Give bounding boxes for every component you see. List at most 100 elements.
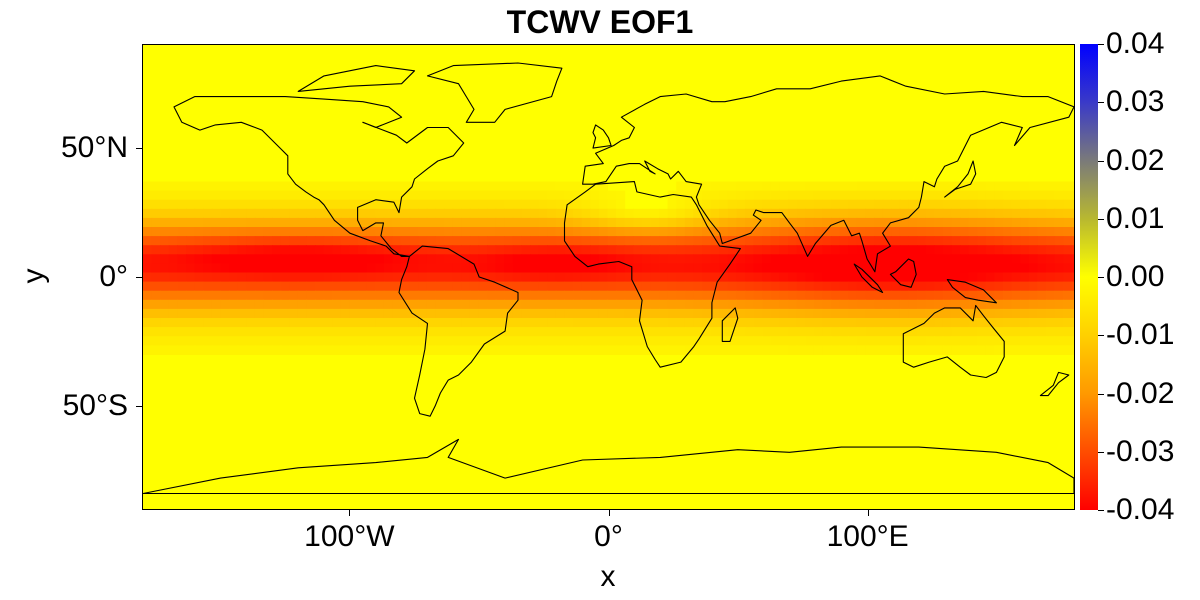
heatmap-cell — [917, 290, 927, 301]
heatmap-cell — [401, 227, 411, 237]
heatmap-cell — [547, 327, 557, 337]
heatmap-cell — [908, 181, 918, 192]
heatmap-cell — [487, 308, 497, 319]
heatmap-cell — [530, 290, 540, 301]
heatmap-cell — [246, 336, 256, 346]
heatmap-cell — [641, 281, 651, 292]
heatmap-cell — [306, 227, 316, 237]
heatmap-cell — [1020, 199, 1030, 210]
heatmap-cell — [349, 290, 359, 301]
heatmap-cell — [1011, 281, 1021, 292]
heatmap-cell — [641, 345, 651, 355]
heatmap-cell — [160, 245, 170, 255]
heatmap-cell — [951, 254, 961, 264]
heatmap-cell — [702, 263, 712, 274]
coastline-new-zealand — [1039, 371, 1070, 397]
heatmap-cell — [891, 263, 901, 274]
heatmap-cell — [650, 236, 660, 246]
heatmap-cell — [194, 208, 204, 219]
heatmap-cell — [1028, 290, 1038, 301]
heatmap-cell — [848, 217, 858, 228]
heatmap-cell — [530, 308, 540, 319]
heatmap-cell — [186, 299, 196, 310]
heatmap-cell — [702, 299, 712, 310]
heatmap-cell — [168, 199, 178, 210]
heatmap-cell — [504, 272, 514, 283]
heatmap-cell — [177, 272, 187, 283]
heatmap-cell — [1046, 345, 1056, 355]
heatmap-cell — [874, 327, 884, 337]
heatmap-cell — [495, 327, 505, 337]
heatmap-cell — [1037, 236, 1047, 246]
heatmap-cell — [908, 217, 918, 228]
heatmap-cell — [564, 254, 574, 264]
heatmap-cell — [246, 327, 256, 337]
heatmap-cell — [684, 254, 694, 264]
heatmap-cell — [340, 227, 350, 237]
heatmap-cell — [504, 227, 514, 237]
heatmap-cell — [977, 245, 987, 255]
heatmap-cell — [796, 227, 806, 237]
heatmap-cell — [229, 281, 239, 292]
heatmap-cell — [624, 290, 634, 301]
heatmap-cell — [977, 208, 987, 219]
heatmap-cell — [220, 281, 230, 292]
heatmap-cell — [297, 199, 307, 210]
heatmap-cell — [280, 336, 290, 346]
heatmap-cell — [659, 272, 669, 283]
heatmap-cell — [745, 181, 755, 192]
x-tick-label: 100°E — [826, 520, 909, 553]
heatmap-cell — [684, 327, 694, 337]
heatmap-cell — [968, 181, 978, 192]
heatmap-cell — [151, 272, 161, 283]
heatmap-cell — [650, 254, 660, 264]
heatmap-cell — [254, 217, 264, 228]
heatmap-cell — [848, 318, 858, 328]
heatmap-cell — [289, 208, 299, 219]
heatmap-cell — [306, 245, 316, 255]
heatmap-cell — [994, 181, 1004, 192]
heatmap-cell — [168, 263, 178, 274]
heatmap-cell — [710, 281, 720, 292]
heatmap-cell — [882, 299, 892, 310]
heatmap-cell — [547, 290, 557, 301]
heatmap-cell — [143, 290, 153, 301]
heatmap-cell — [323, 308, 333, 319]
heatmap-cell — [375, 263, 385, 274]
heatmap-cell — [186, 254, 196, 264]
heatmap-cell — [211, 308, 221, 319]
heatmap-cell — [848, 345, 858, 355]
heatmap-cell — [977, 336, 987, 346]
heatmap-cell — [788, 254, 798, 264]
heatmap-cell — [564, 217, 574, 228]
heatmap-cell — [538, 181, 548, 192]
heatmap-cell — [702, 308, 712, 319]
heatmap-cell — [495, 345, 505, 355]
heatmap-cell — [160, 181, 170, 192]
heatmap-cell — [693, 254, 703, 264]
heatmap-cell — [306, 263, 316, 274]
heatmap-cell — [831, 199, 841, 210]
heatmap-cell — [435, 345, 445, 355]
heatmap-cell — [555, 190, 565, 201]
heatmap-cell — [856, 190, 866, 201]
heatmap-cell — [512, 336, 522, 346]
heatmap-cell — [306, 336, 316, 346]
heatmap-cell — [745, 208, 755, 219]
heatmap-cell — [315, 272, 325, 283]
heatmap-cell — [375, 318, 385, 328]
heatmap-cell — [736, 290, 746, 301]
heatmap-cell — [426, 308, 436, 319]
heatmap-cell — [452, 217, 462, 228]
heatmap-cell — [753, 281, 763, 292]
heatmap-cell — [151, 299, 161, 310]
heatmap-cell — [143, 327, 153, 337]
heatmap-cell — [676, 245, 686, 255]
heatmap-cell — [504, 190, 514, 201]
heatmap-cell — [272, 336, 282, 346]
heatmap-cell — [598, 236, 608, 246]
heatmap-cell — [461, 281, 471, 292]
heatmap-cell — [315, 336, 325, 346]
heatmap-cell — [762, 199, 772, 210]
heatmap-cell — [1037, 254, 1047, 264]
